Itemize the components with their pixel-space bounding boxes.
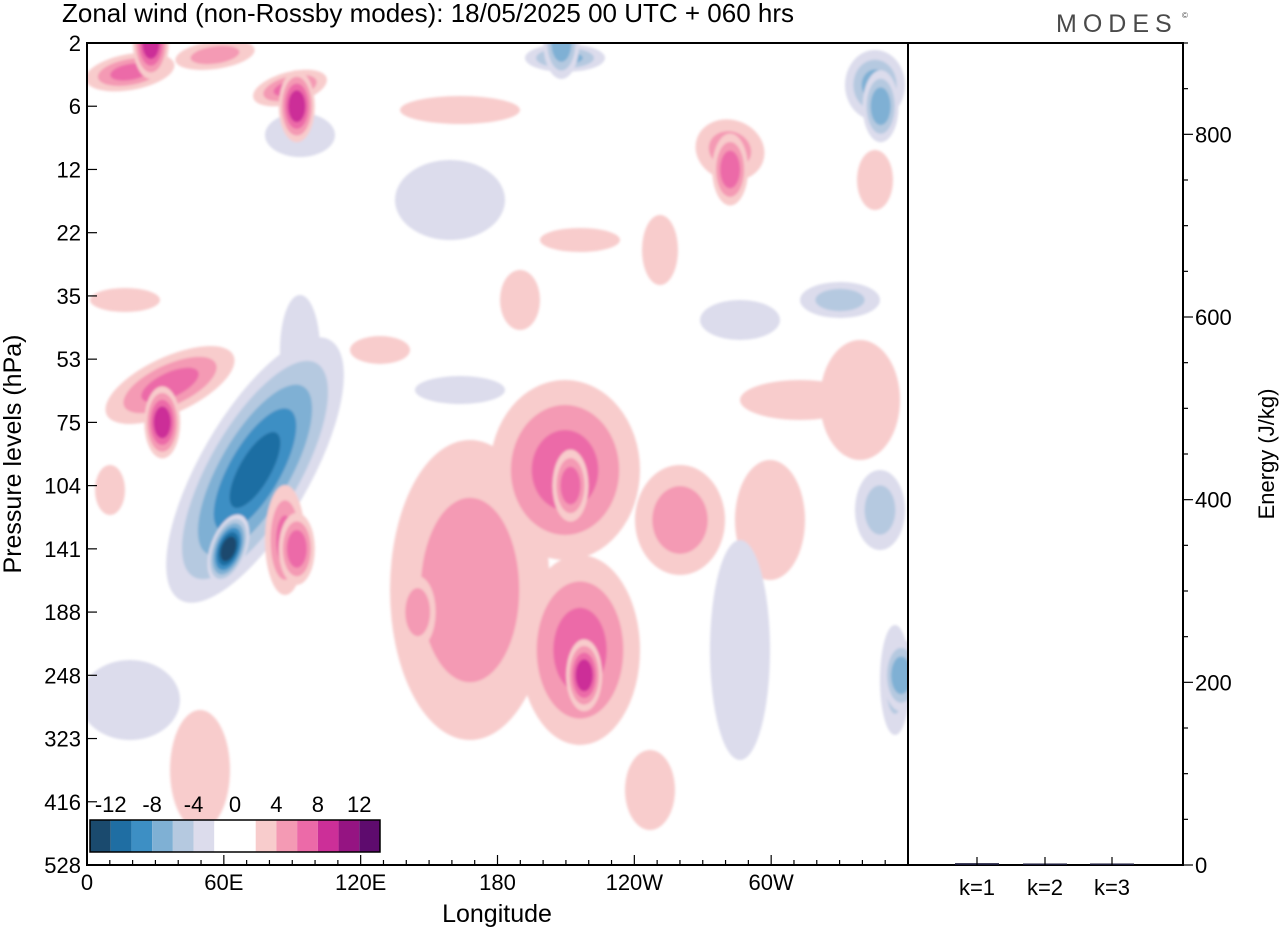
energy-tick-label: 800 (1195, 122, 1232, 147)
feature-marker (551, 43, 572, 62)
x-tick-label: 120W (606, 870, 664, 895)
colorbar-swatch (193, 820, 215, 852)
colorbar-swatch (172, 820, 194, 852)
feature-marker (720, 150, 741, 189)
energy-tick-label: 200 (1195, 670, 1232, 695)
colorbar-label: 12 (347, 792, 371, 817)
colorbar-swatch (359, 820, 380, 852)
contour-shading (170, 710, 230, 830)
energy-category-label: k=2 (1027, 875, 1063, 900)
feature-marker (575, 659, 593, 692)
contour-shading (815, 288, 865, 312)
contour-shading (415, 376, 505, 404)
contour-shading (700, 300, 780, 340)
contour-shading (500, 270, 540, 330)
contour-shading (190, 45, 240, 65)
contour-shading (735, 460, 805, 580)
feature-marker (220, 536, 237, 562)
colorbar-label: 0 (229, 792, 241, 817)
contour-shading (710, 540, 770, 760)
colorbar-label: -8 (142, 792, 162, 817)
energy-category-label: k=3 (1094, 875, 1130, 900)
feature-marker (142, 43, 160, 59)
energy-tick-label: 0 (1195, 853, 1207, 878)
feature-marker (870, 87, 891, 126)
colorbar-label: 4 (270, 792, 282, 817)
energy-frame (907, 42, 1184, 866)
colorbar-frame (89, 819, 381, 853)
y-tick-label: 2 (69, 31, 81, 56)
contour-shading (857, 150, 893, 210)
colorbar: -12 -8 -4 0 4 8 12 (89, 792, 381, 853)
feature-marker (288, 90, 306, 123)
x-axis-label: Longitude (442, 900, 552, 928)
y-tick-label: 416 (44, 790, 81, 815)
contour-shading (625, 750, 675, 830)
x-tick-label: 60W (749, 870, 794, 895)
x-tick-label: 0 (81, 870, 93, 895)
contour-shading (95, 465, 125, 515)
contour-shading (642, 215, 678, 285)
y-axis-label: Pressure levels (hPa) (0, 335, 27, 574)
contour-shading (87, 660, 180, 740)
chart-title: Zonal wind (non-Rossby modes): 18/05/202… (62, 0, 794, 28)
y-tick-label: 53 (57, 347, 81, 372)
colorbar-swatch (110, 820, 132, 852)
energy-category-label: k=1 (959, 875, 995, 900)
colorbar-swatch (152, 820, 173, 852)
colorbar-swatch (235, 820, 256, 852)
y-tick-label: 248 (44, 663, 81, 688)
contour-shading (395, 160, 505, 240)
colorbar-swatch (255, 820, 277, 852)
y-tick-label: 528 (44, 853, 81, 878)
y-tick-label: 22 (57, 221, 81, 246)
x-tick-label: 180 (479, 870, 516, 895)
colorbar-label: -4 (184, 792, 204, 817)
feature-marker (891, 656, 908, 695)
feature-marker (560, 466, 581, 505)
colorbar-label: -12 (95, 792, 127, 817)
contour-shading (740, 380, 860, 420)
colorbar-swatch (276, 820, 298, 852)
x-tick-label: 60E (204, 870, 243, 895)
contour-shading (540, 228, 620, 252)
contour-shading (90, 288, 160, 312)
feature-marker (405, 588, 431, 637)
contour-shading (420, 497, 520, 683)
colorbar-swatch (297, 820, 318, 852)
energy-tick-label: 400 (1195, 488, 1232, 513)
colorbar-swatch (338, 820, 360, 852)
contour-shading (864, 485, 896, 535)
y-tick-label: 104 (44, 474, 81, 499)
heatmap-panel: 0 60E 120E 180 120W 60W 2 6 12 22 35 53 75 104 141 188 2… (44, 31, 909, 895)
brand-logo: MODES (1056, 10, 1178, 38)
contour-shading (400, 96, 520, 124)
feature-marker (153, 406, 171, 439)
x-tick-label: 120E (335, 870, 386, 895)
brand-mark: © (1182, 11, 1188, 20)
colorbar-swatch (214, 820, 235, 852)
energy-panel: 0 200 400 600 800 k=1 k=2 k=3 (907, 42, 1232, 900)
heatmap-contours (87, 43, 908, 830)
colorbar-swatch (131, 820, 153, 852)
contour-shading (350, 336, 410, 364)
y-tick-label: 75 (57, 410, 81, 435)
y-tick-label: 188 (44, 600, 81, 625)
energy-axis-label: Energy (J/kg) (1254, 389, 1279, 520)
y-tick-label: 6 (69, 94, 81, 119)
contour-shading (652, 486, 708, 554)
y-tick-label: 12 (57, 157, 81, 182)
energy-axes: 0 200 400 600 800 k=1 k=2 k=3 (955, 42, 1232, 900)
energy-tick-label: 600 (1195, 305, 1232, 330)
y-tick-label: 323 (44, 727, 81, 752)
colorbar-label: 8 (312, 792, 324, 817)
y-tick-label: 35 (57, 284, 81, 309)
y-tick-label: 141 (44, 537, 81, 562)
contour-shading (229, 432, 281, 508)
feature-marker (286, 529, 307, 568)
colorbar-swatch (317, 820, 339, 852)
colorbar-swatch (90, 820, 111, 852)
